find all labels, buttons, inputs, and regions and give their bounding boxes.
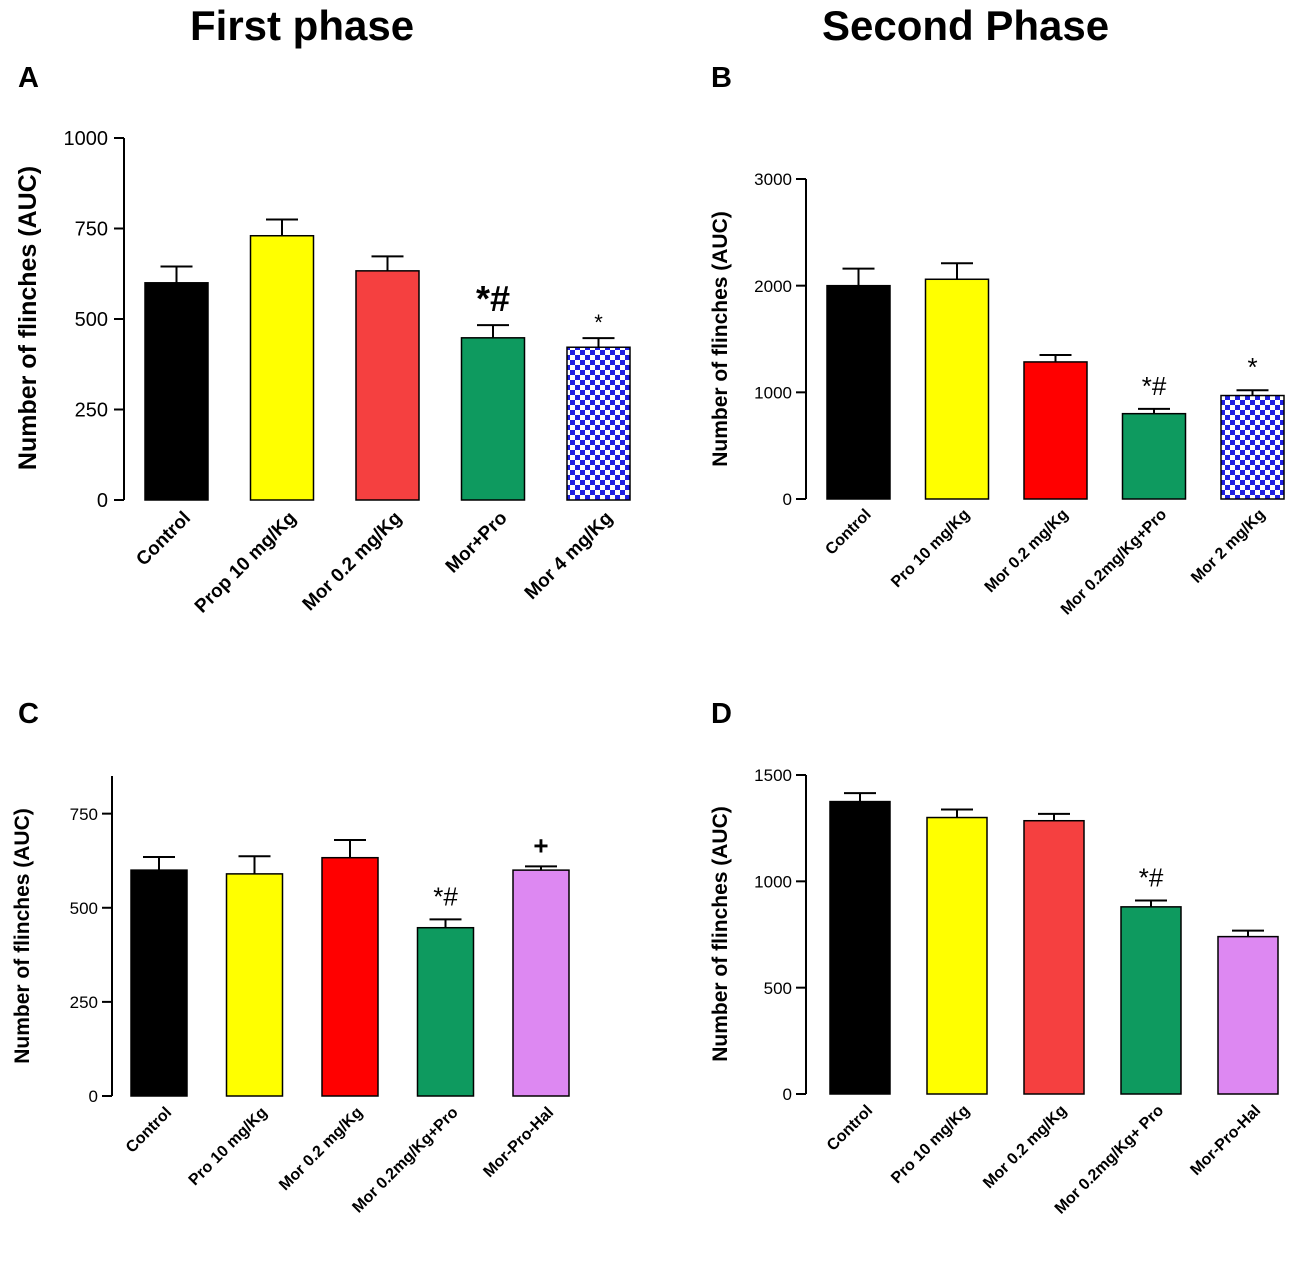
- bar-c-2: [225, 873, 284, 1097]
- bar-c-1: [130, 869, 188, 1097]
- bar-d-1: [829, 800, 891, 1095]
- y-tick-label: 250: [75, 400, 108, 422]
- bar-b-5: [1220, 394, 1285, 500]
- category-label: Control: [132, 508, 195, 571]
- bar-b-1: [826, 284, 891, 500]
- second-phase-heading: Second Phase: [822, 2, 1110, 49]
- significance-marker: *#: [476, 278, 510, 319]
- significance-marker: *#: [1142, 371, 1167, 401]
- category-label: Prop 10 mg/Kg: [191, 508, 301, 618]
- y-axis-title: Number of flinches (AUC): [14, 166, 42, 470]
- category-label: Mor 4 mg/Kg: [521, 508, 617, 604]
- y-axis-title: Number of flinches (AUC): [11, 808, 34, 1064]
- bar-d-3: [1023, 819, 1085, 1095]
- bar-a-5: [566, 346, 631, 501]
- bar-c-3: [321, 856, 379, 1097]
- panel-a-letter: A: [18, 62, 39, 94]
- y-tick-label: 0: [89, 1087, 98, 1106]
- bar-d-5: [1217, 935, 1279, 1095]
- category-label: Mor 0.2 mg/Kg: [980, 1102, 1070, 1192]
- category-label: Mor 0.2 mg/Kg: [982, 506, 1072, 596]
- y-tick-label: 0: [97, 490, 108, 512]
- significance-marker: *: [1247, 352, 1257, 382]
- chart-panel-b: 0 1000 2000 3000 Number of flinches (AUC) Con…: [709, 170, 1285, 618]
- bar-a-3: [355, 270, 420, 501]
- bar-a-1: [144, 282, 209, 501]
- first-phase-heading: First phase: [190, 2, 415, 49]
- bar-a-2: [249, 234, 315, 501]
- bar-b-3: [1023, 361, 1088, 500]
- panel-b-letter: B: [711, 62, 732, 94]
- y-tick-label: 0: [783, 1085, 792, 1104]
- category-label: Mor 0.2mg/Kg+Pro: [1058, 506, 1170, 618]
- panel-d-letter: D: [711, 698, 732, 730]
- bar-d-2: [926, 816, 988, 1095]
- y-tick-label: 1500: [754, 766, 792, 785]
- y-tick-label: 1000: [754, 872, 792, 891]
- y-tick-label: 1000: [754, 383, 792, 402]
- y-tick-label: 0: [783, 490, 792, 509]
- y-tick-label: 750: [70, 805, 98, 824]
- y-axis-title: Number of flinches (AUC): [709, 211, 732, 467]
- category-label: Mor-Pro-Hal: [1187, 1102, 1264, 1179]
- significance-marker: *#: [1139, 862, 1164, 892]
- category-label: Mor 0.2mg/Kg+ Pro: [1052, 1102, 1168, 1218]
- category-label: Mor 0.2 mg/Kg: [299, 508, 406, 615]
- chart-panel-c: 0 250 500 750 Number of flinches (AUC) Contro…: [11, 776, 570, 1216]
- y-axis-title: Number of flinches (AUC): [709, 806, 732, 1062]
- y-tick-label: 1000: [64, 128, 109, 150]
- category-label: Pro 10 mg/Kg: [186, 1104, 271, 1189]
- category-label: Control: [123, 1104, 175, 1156]
- category-label: Mor 2 mg/Kg: [1188, 506, 1269, 587]
- category-label: Mor-Pro-Hal: [480, 1104, 557, 1181]
- category-label: Pro 10 mg/Kg: [888, 506, 973, 591]
- bar-c-4: [416, 926, 475, 1097]
- bar-b-4: [1121, 412, 1187, 500]
- significance-marker: *: [594, 310, 603, 335]
- y-tick-label: 750: [75, 219, 108, 241]
- y-tick-label: 3000: [754, 170, 792, 189]
- significance-marker: +: [533, 830, 548, 860]
- bar-b-2: [924, 278, 990, 500]
- bar-c-5: [512, 869, 570, 1097]
- category-label: Control: [822, 506, 874, 558]
- significance-marker: *#: [433, 881, 458, 911]
- panel-c-letter: C: [18, 698, 39, 730]
- bar-d-4: [1120, 906, 1182, 1095]
- y-tick-label: 500: [764, 979, 792, 998]
- chart-panel-d: 0 500 1000 1500 Number of flinches (AUC) Cont…: [709, 766, 1279, 1218]
- y-tick-label: 500: [70, 899, 98, 918]
- category-label: Control: [824, 1102, 876, 1154]
- category-label: Mor 0.2mg/Kg+Pro: [349, 1104, 461, 1216]
- y-tick-label: 500: [75, 309, 108, 331]
- y-tick-label: 250: [70, 993, 98, 1012]
- y-tick-label: 2000: [754, 277, 792, 296]
- chart-panel-a: 0 250 500 750 1000 Number of flinches (AUC) Co…: [14, 128, 631, 618]
- category-label: Pro 10 mg/Kg: [888, 1102, 973, 1187]
- category-label: Mor 0.2 mg/Kg: [276, 1104, 366, 1194]
- bar-a-4: [460, 337, 526, 501]
- category-label: Mor+Pro: [442, 508, 512, 578]
